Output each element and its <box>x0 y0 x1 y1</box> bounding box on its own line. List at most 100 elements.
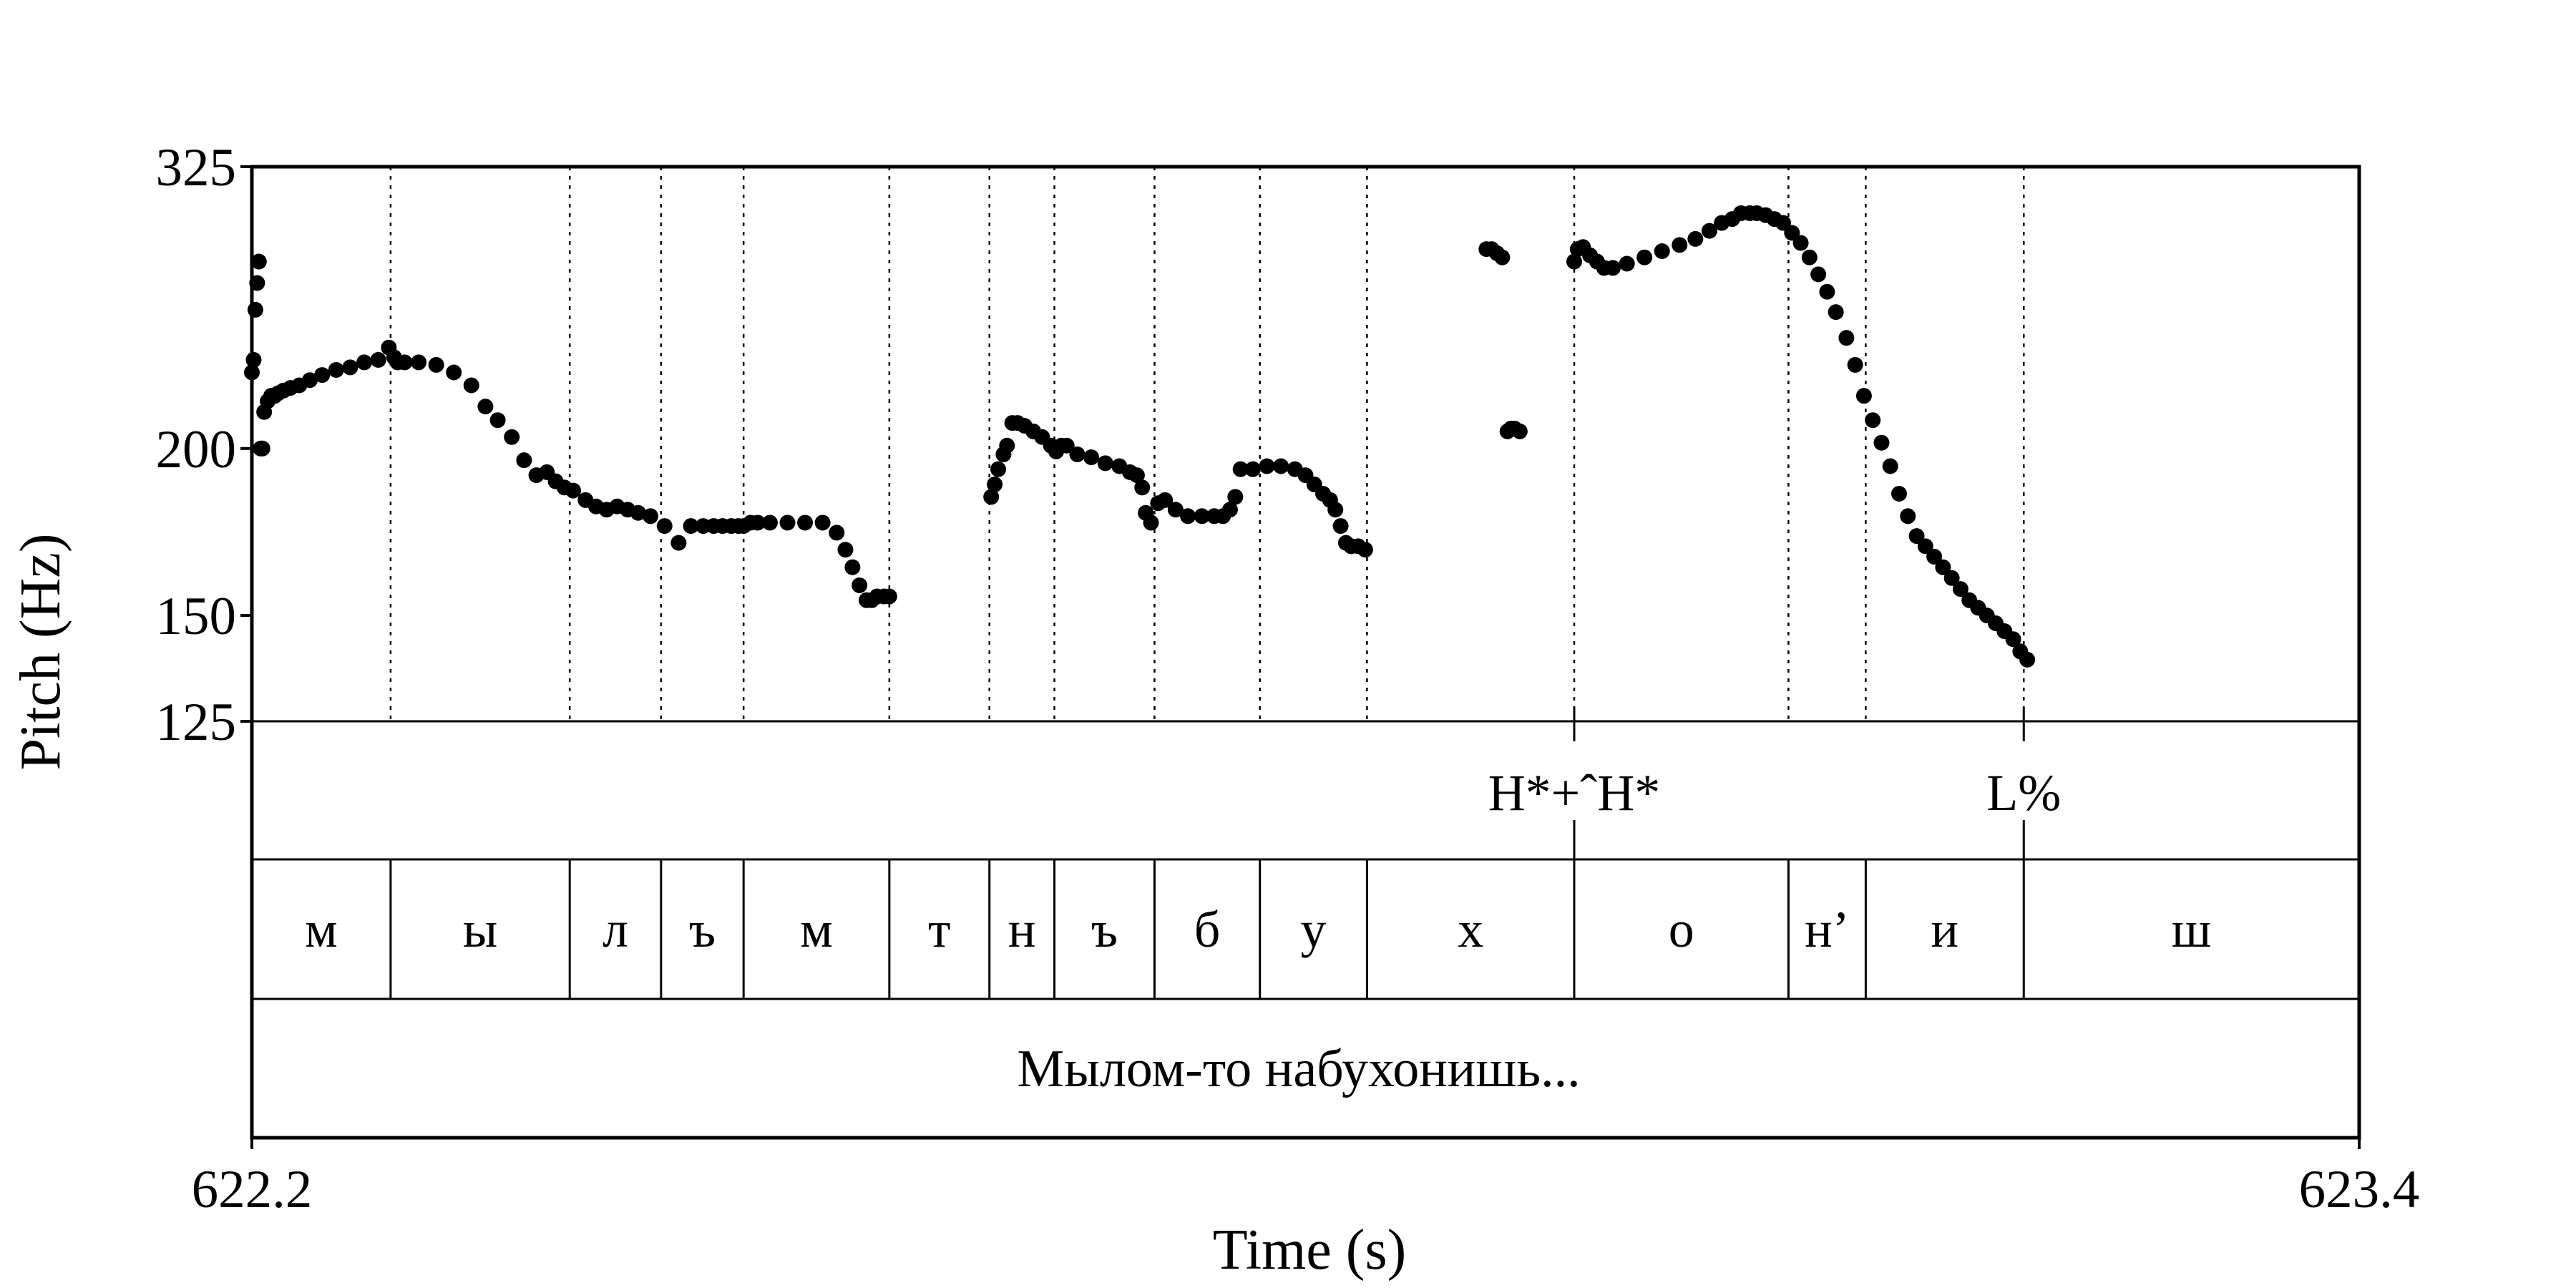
pitch-point <box>1128 467 1145 484</box>
pitch-point <box>1687 230 1704 247</box>
tone-label: L% <box>1986 764 2061 821</box>
pitch-point <box>1873 434 1890 451</box>
pitch-point <box>1917 538 1933 555</box>
y-axis: 325 200 150 125 <box>156 138 252 752</box>
pitch-point <box>342 359 358 376</box>
pitch-point <box>814 514 831 531</box>
segment-label: л <box>602 901 628 958</box>
pitch-point <box>247 301 263 318</box>
pitch-point <box>1891 486 1908 502</box>
pitch-point <box>643 508 659 525</box>
pitch-point <box>463 377 479 394</box>
pitch-point <box>1701 223 1717 239</box>
pitch-point <box>2005 631 2021 648</box>
pitch-point <box>1180 508 1196 525</box>
pitch-point <box>446 364 462 381</box>
pitch-point <box>1083 449 1100 466</box>
pitch-point <box>983 489 1000 505</box>
pitch-point <box>1332 518 1349 535</box>
pitch-point <box>1566 253 1582 270</box>
pitch-point <box>370 351 386 368</box>
pitch-point <box>670 535 687 551</box>
segment-tier: м ы л ъ м т н ъ б у х о н’ и ш <box>305 901 2211 958</box>
pitch-point <box>1935 559 1951 575</box>
segment-label: т <box>928 901 950 958</box>
pitch-point <box>1900 508 1916 525</box>
y-tick-label: 150 <box>156 587 237 646</box>
pitch-point <box>987 476 1003 492</box>
pitch-point <box>1143 514 1159 531</box>
pitch-point <box>656 518 673 535</box>
pitch-point <box>1273 458 1289 474</box>
segment-label: ъ <box>1091 901 1118 958</box>
segment-label: м <box>305 901 338 958</box>
pitch-point <box>1819 283 1835 300</box>
segment-label: н <box>1008 901 1036 958</box>
pitch-point <box>489 412 506 429</box>
y-tick-label: 125 <box>156 693 237 752</box>
pitch-point <box>1157 492 1174 508</box>
pitch-point <box>1672 237 1688 253</box>
pitch-point <box>1097 455 1113 472</box>
pitch-point <box>852 577 868 593</box>
pitch-point <box>630 504 646 521</box>
pitch-point <box>1801 249 1818 265</box>
pitch-point <box>881 588 897 605</box>
pitch-point <box>1636 249 1653 265</box>
pitch-point <box>829 525 845 541</box>
pitch-point <box>250 253 267 270</box>
pitch-point <box>1882 458 1898 474</box>
pitch-point <box>396 354 413 371</box>
pitch-point <box>1134 479 1151 496</box>
pitch-track <box>244 205 2036 668</box>
pitch-point <box>761 514 778 531</box>
tier-frames <box>250 165 2361 1140</box>
x-tick-label-start: 622.2 <box>192 1160 313 1219</box>
pitch-point <box>797 514 814 531</box>
pitch-point <box>1855 388 1872 404</box>
pitch-point <box>1167 502 1184 518</box>
segment-label: х <box>1458 901 1483 958</box>
pitch-point <box>516 452 532 469</box>
pitch-point <box>2019 651 2036 668</box>
pitch-point <box>1810 266 1827 283</box>
pitch-point <box>1865 412 1881 429</box>
pitch-point <box>1828 304 1844 321</box>
y-tick-label: 200 <box>156 420 237 479</box>
pitch-point <box>1227 489 1244 505</box>
pitch-point <box>428 356 444 373</box>
pitch-point <box>1357 542 1373 558</box>
x-axis-title: Time (s) <box>1213 1219 1406 1282</box>
segment-label: ъ <box>689 901 716 958</box>
y-axis-title: Pitch (Hz) <box>9 533 72 770</box>
plot-frame <box>250 165 2361 1140</box>
pitch-point <box>1232 461 1249 477</box>
pitch-point <box>1619 255 1635 272</box>
pitch-point <box>749 514 766 531</box>
pitch-point <box>356 354 373 371</box>
pitch-point <box>477 399 494 415</box>
pitch-point <box>1838 330 1855 346</box>
pitch-point <box>1908 528 1925 545</box>
pitch-point <box>1244 461 1261 477</box>
pitch-point <box>411 354 427 371</box>
pitch-point <box>1221 502 1238 518</box>
pitch-point <box>1926 548 1943 565</box>
segment-label: у <box>1301 901 1327 958</box>
x-axis: 622.2 623.4 <box>192 1138 2420 1219</box>
segment-label: м <box>800 901 833 958</box>
segment-label: ш <box>2172 901 2211 958</box>
pitch-point <box>999 437 1015 454</box>
pitch-point <box>504 429 520 445</box>
sentence-label: Мылом-то набухонишь... <box>1017 1040 1580 1098</box>
segment-label: ы <box>463 901 497 958</box>
segment-label: и <box>1931 901 1959 958</box>
x-tick-label-end: 623.4 <box>2299 1160 2420 1219</box>
pitch-point <box>1511 423 1528 439</box>
pitch-point <box>1943 570 1960 586</box>
y-tick-label: 325 <box>156 138 237 197</box>
pitch-point <box>1952 581 1968 597</box>
pitch-point <box>314 367 331 384</box>
pitch-point <box>844 559 861 575</box>
